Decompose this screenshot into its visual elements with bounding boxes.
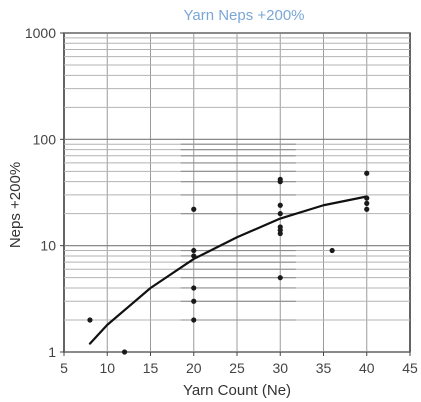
point-layer (87, 170, 370, 355)
data-point (364, 195, 370, 201)
x-tick-label: 25 (229, 360, 245, 376)
data-point (191, 206, 197, 212)
data-point (277, 275, 283, 281)
x-tick-label: 40 (359, 360, 375, 376)
data-point (277, 202, 283, 208)
x-tick-label: 30 (272, 360, 288, 376)
data-point (191, 285, 197, 291)
data-point (191, 317, 197, 323)
data-point (191, 253, 197, 259)
x-tick-label: 10 (99, 360, 115, 376)
data-point (277, 224, 283, 230)
data-point (364, 200, 370, 206)
overlay-grid-layer (180, 143, 296, 321)
x-axis-label: Yarn Count (Ne) (183, 382, 291, 399)
y-tick-label: 100 (33, 131, 57, 147)
x-tick-label: 45 (402, 360, 418, 376)
data-point (364, 170, 370, 176)
y-tick-label: 1 (48, 344, 56, 360)
y-axis-label: Neps +200% (7, 162, 24, 248)
data-point (191, 247, 197, 254)
y-tick-layer: 1 10 100 1000 (25, 25, 64, 360)
data-point (87, 317, 93, 323)
x-tick-label: 20 (186, 360, 202, 376)
curve-layer (88, 195, 368, 345)
data-point (364, 206, 370, 212)
x-tick-layer: 5 10 15 20 25 30 35 40 45 (60, 352, 418, 376)
y-tick-label: 1000 (25, 25, 56, 41)
data-point (329, 247, 335, 254)
x-tick-label: 5 (60, 360, 68, 376)
trend-line (88, 195, 368, 345)
data-point (277, 176, 283, 182)
chart-title: Yarn Neps +200% (183, 7, 304, 24)
data-point (191, 298, 197, 304)
y-tick-label: 10 (40, 238, 56, 254)
data-point (121, 349, 128, 355)
data-point (277, 211, 283, 217)
x-tick-label: 15 (143, 360, 159, 376)
grid-layer (63, 32, 411, 353)
x-tick-label: 35 (316, 360, 332, 376)
